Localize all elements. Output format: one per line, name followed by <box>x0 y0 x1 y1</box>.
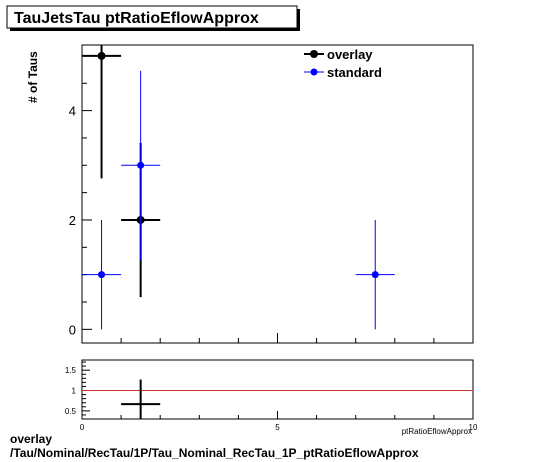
legend-overlay-marker <box>310 50 318 58</box>
main-y-tick-label: 2 <box>69 213 76 228</box>
footer-line-1: overlay <box>10 432 53 446</box>
chart-title: TauJetsTau ptRatioEflowApprox <box>14 10 259 27</box>
ratio-x-tick-label: 5 <box>275 423 280 432</box>
main-series-1-point-0-marker <box>98 271 106 279</box>
y-axis-title: # of Taus <box>26 51 40 103</box>
main-axes: 0 2 4 <box>69 55 474 343</box>
legend-standard-label: standard <box>327 65 382 80</box>
main-series-0-point-0-marker <box>97 51 106 60</box>
ratio-marks <box>82 379 473 419</box>
main-marks <box>82 45 395 330</box>
ratio-axes: 0.5 1 1.5 0 5 10 <box>65 361 478 432</box>
main-series-1-point-2-marker <box>371 271 379 279</box>
legend: overlay standard <box>304 47 382 80</box>
main-series-1-point-1-marker <box>137 161 145 169</box>
ratio-y-tick-label: 1.5 <box>65 366 77 375</box>
ratio-y-tick-label: 1 <box>72 387 77 396</box>
legend-overlay-label: overlay <box>327 47 373 62</box>
x-axis-title: ptRatioEflowApprox <box>402 427 472 436</box>
ratio-y-tick-label: 0.5 <box>65 407 77 416</box>
footer-line-2: /Tau/Nominal/RecTau/1P/Tau_Nominal_RecTa… <box>10 446 419 460</box>
legend-standard-marker <box>310 68 318 76</box>
ratio-x-tick-label: 10 <box>469 423 478 432</box>
main-y-tick-label: 4 <box>69 104 76 119</box>
ratio-x-tick-label: 0 <box>80 423 85 432</box>
title-box <box>6 5 298 29</box>
main-y-tick-label: 0 <box>69 322 76 337</box>
